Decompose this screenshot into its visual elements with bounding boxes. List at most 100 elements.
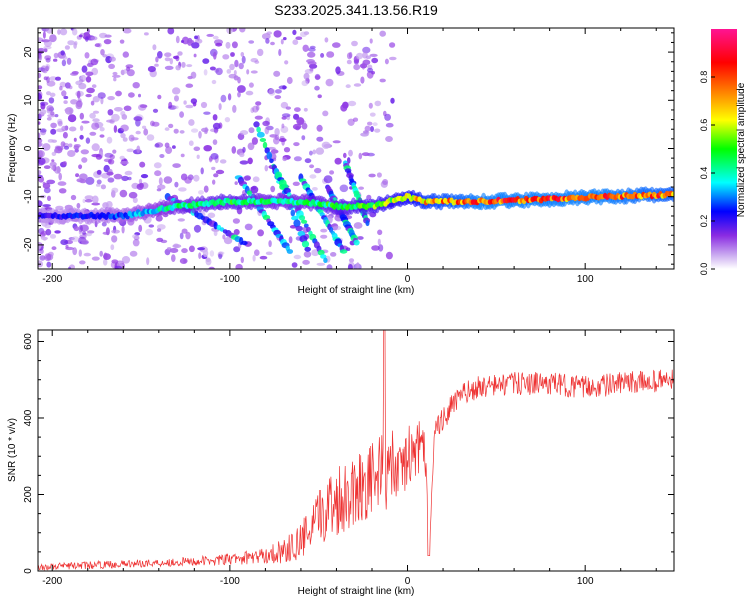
spectrogram-cell [265,251,273,256]
spectrogram-cell [51,139,57,143]
spectrogram-cell [79,134,84,140]
spectrogram-cell [112,74,121,78]
spectrogram-cell [151,121,160,127]
spectrogram-cell [348,149,353,157]
spectrogram-cell [293,219,301,228]
spectrogram-cell [188,119,195,126]
spectrogram-cell [206,33,214,37]
spectrogram-cell [180,153,185,158]
spectrogram-cell [164,57,171,62]
spectrogram-cell [361,152,370,157]
spectrogram-cell [193,146,201,152]
spectrogram-cell [204,126,208,134]
spectrogram-cell [38,141,43,147]
spectrogram-cell [266,151,273,160]
spectrogram-cell [281,123,285,129]
colorbar-tick-label: 0.4 [699,167,709,180]
spectrogram-cell [144,32,149,36]
spectrogram-cell [72,247,78,256]
spectrogram-cell [332,225,342,231]
spectrogram-cell [389,42,396,48]
spectrogram-cell [198,131,202,139]
spectrogram-cell [268,240,272,248]
spectrogram-cell [205,258,212,266]
spectrogram-cell [169,248,179,253]
spectrogram-cell [186,64,193,68]
spectrogram-cell [91,122,100,130]
spectrogram-cell [51,159,55,163]
spectrogram-cell [377,229,383,236]
spectrogram-cell [119,189,128,198]
spectrogram-cell [200,101,208,109]
spectrogram-cell [248,40,255,44]
spectrogram-cell [68,143,73,148]
spectrogram-cell [190,98,198,104]
spectrogram-cell [212,179,216,185]
spectrogram-cell [39,128,47,133]
spectrogram-cell [320,53,325,58]
spectrogram-cell [62,131,68,139]
spectrogram-cell [57,120,63,127]
spectrogram-cell [191,128,199,133]
spectrogram-cell [233,246,241,253]
spectrogram-cell [65,246,74,251]
spectrogram-cell [296,117,305,126]
spectrogram-cell [100,49,105,56]
spectrogram-cell [273,70,281,77]
spectrogram-cell [307,47,316,52]
spectrogram-cell [157,228,162,232]
spectrogram-cell [295,36,303,40]
snr-y-tick-label: 200 [23,486,34,503]
spectrogram-cell [121,175,129,182]
spectrogram-cell [356,52,364,60]
spectrogram-cell [265,38,270,44]
spectrogram-cell [54,114,59,118]
spectrogram-cell [372,122,378,127]
spectrogram-cell [197,247,206,251]
spectrogram-cell [183,100,187,105]
spectrogram-cell [284,60,289,65]
spectrogram-cell [85,137,91,144]
spectrogram-cell [155,56,159,63]
spectrogram-cell [239,160,249,165]
spectrogram-cell [212,35,219,40]
spectrogram-cell [152,108,159,113]
spectrogram-cell [348,258,355,263]
spectrogram-cell [274,128,280,136]
spectrogram-cell [76,90,81,99]
spectrogram-cell [374,100,382,107]
spectrogram-cell [167,28,175,35]
spectrogram-cell [325,78,334,87]
spectrogram-cell [111,259,119,264]
spectrogram-cell [207,212,216,219]
spectrogram-cell [95,154,102,160]
spectrogram-cell [326,264,333,269]
spectrogram-cell [280,38,284,45]
spectrogram-cell [339,249,348,254]
spectrogram-cell [273,136,280,145]
spectrogram-cell [262,120,270,127]
spectrogram-cell [309,174,317,179]
spectrogram-cell [269,134,278,138]
spectrogram-cell [312,187,318,191]
colorbar-label: Normalized spectral amplitude [736,82,747,217]
spectrogram-cell [254,115,263,120]
spectrogram-cell [353,222,363,229]
spectrogram-cell [122,51,129,58]
spectrogram-y-tick-label: -20 [23,237,34,252]
spectrogram-cell [113,125,118,133]
spectrogram-cell [323,175,333,184]
spectrogram-cell [179,258,188,264]
spectrogram-cell [306,59,315,64]
spectrogram-cell [374,128,381,133]
spectrogram-cell [79,34,83,38]
colorbar-gradient [711,29,737,269]
spectrogram-cell [62,56,68,60]
colorbar-tick-label: 0.0 [699,263,709,276]
spectrogram-cell [378,244,384,252]
snr-frame [37,329,675,572]
spectrogram-cell [132,234,139,239]
spectrogram-cell [320,234,328,239]
spectrogram-cell [222,54,230,60]
spectrogram-cell [369,38,373,44]
